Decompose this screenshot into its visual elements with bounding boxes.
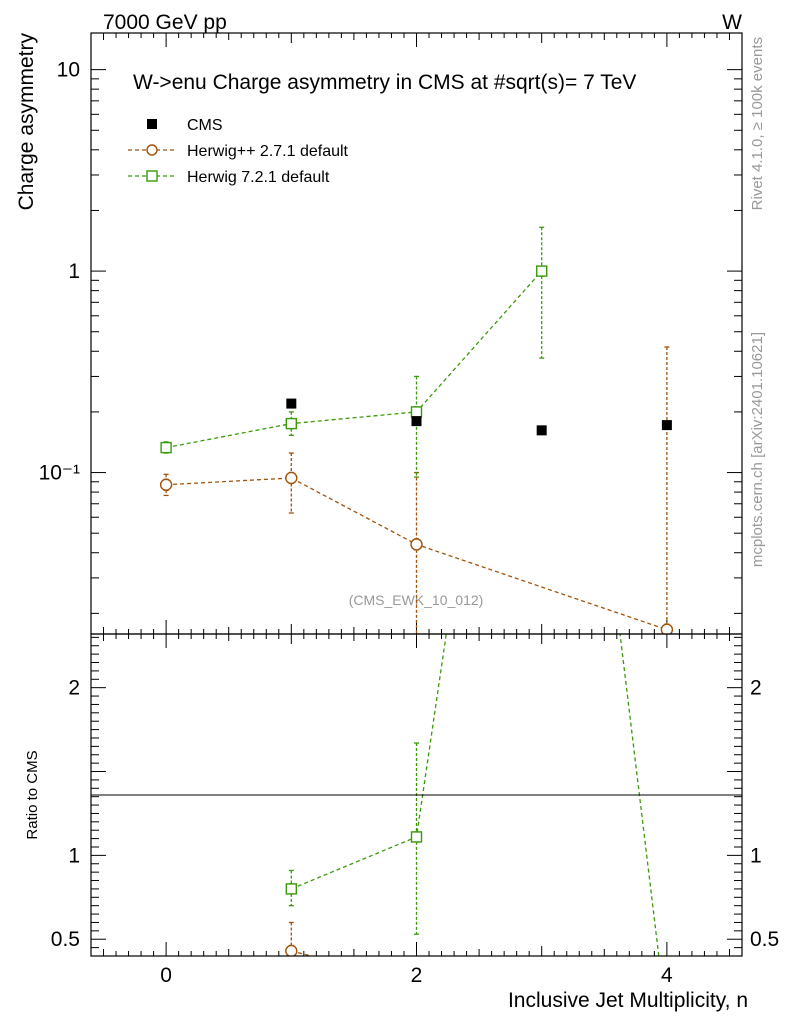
main-line-herwig7: [165, 270, 543, 449]
main-point-cms: [286, 398, 297, 409]
main-point-herwig_pp: [660, 623, 674, 634]
main-point-cms: [661, 420, 672, 431]
main-point-herwig7: [410, 406, 423, 418]
header-left: 7000 GeV pp: [103, 11, 227, 34]
y-tick-label: 10⁻¹: [39, 462, 80, 485]
x-tick-label: 4: [661, 964, 673, 987]
legend-marker-herwig7: [146, 170, 158, 182]
main-point-herwig7: [285, 417, 298, 430]
main-point-cms: [411, 416, 422, 427]
ratio-point-herwig7: [410, 831, 423, 843]
main-point-cms: [536, 425, 547, 436]
legend-label-cms: CMS: [187, 117, 223, 134]
ratio-point-herwig7: [285, 883, 298, 895]
main-point-herwig7: [160, 441, 172, 454]
main-point-herwig7: [535, 265, 548, 277]
legend-label-herwig7: Herwig 7.2.1 default: [187, 169, 330, 186]
legend-marker-herwig-pp: [146, 144, 158, 156]
x-tick-label: 2: [411, 964, 423, 987]
ratio-y-tick-label-right: 1: [750, 844, 762, 867]
main-point-herwig_pp: [285, 471, 298, 485]
ratio-point-herwig_pp: [285, 944, 298, 956]
ratio-y-axis-label: Ratio to CMS: [24, 750, 41, 839]
y-tick-label: 10: [57, 59, 80, 82]
rivet-label: Rivet 4.1.0, ≥ 100k events: [749, 37, 766, 210]
ratio-y-tick-label: 2: [68, 677, 80, 700]
plot-title: W->enu Charge asymmetry in CMS at #sqrt(…: [133, 71, 636, 94]
legend-marker-cms: [147, 119, 157, 129]
legend: CMS Herwig++ 2.7.1 default Herwig 7.2.1 …: [128, 117, 349, 186]
header-right: W: [722, 11, 742, 34]
main-point-herwig_pp: [410, 538, 423, 551]
main-line-herwig_pp: [166, 477, 668, 631]
y-axis-label: Charge asymmetry: [15, 33, 38, 211]
legend-label-herwig-pp: Herwig++ 2.7.1 default: [187, 143, 349, 160]
ratio-y-tick-label-right: 2: [750, 677, 762, 700]
main-point-herwig_pp: [159, 478, 173, 491]
y-tick-label: 1: [68, 260, 80, 283]
ratio-y-tick-label-right: 0.5: [750, 928, 779, 951]
x-tick-label: 0: [160, 964, 172, 987]
mcplots-label: mcplots.cern.ch [arXiv:2401.10621]: [749, 332, 766, 567]
x-axis-label: Inclusive Jet Multiplicity, n: [508, 989, 748, 1012]
ratio-panel-frame: [90, 633, 743, 957]
ratio-point-herwig7: [662, 1018, 672, 1024]
ratio-y-tick-label: 1: [68, 844, 80, 867]
ratio-y-tick-label: 0.5: [51, 928, 80, 951]
